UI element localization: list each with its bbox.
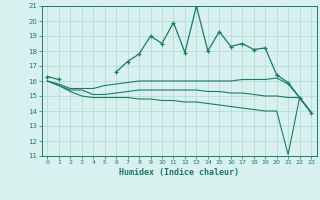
X-axis label: Humidex (Indice chaleur): Humidex (Indice chaleur) [119,168,239,177]
